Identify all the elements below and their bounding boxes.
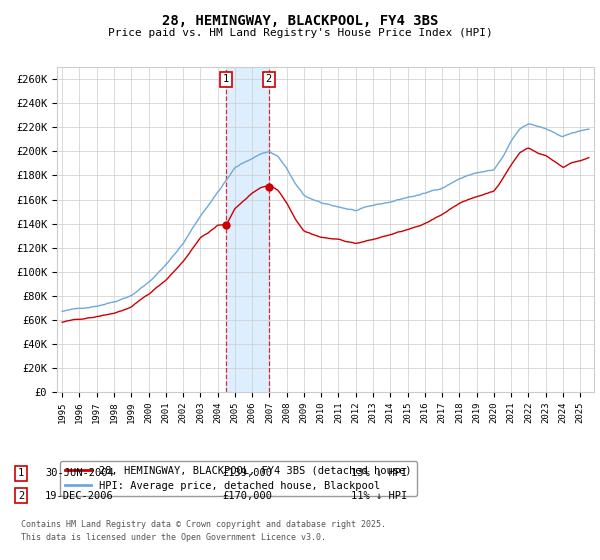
Text: 2: 2 <box>266 74 272 84</box>
Text: £170,000: £170,000 <box>222 491 272 501</box>
Text: This data is licensed under the Open Government Licence v3.0.: This data is licensed under the Open Gov… <box>21 533 326 542</box>
Text: 28, HEMINGWAY, BLACKPOOL, FY4 3BS: 28, HEMINGWAY, BLACKPOOL, FY4 3BS <box>162 14 438 28</box>
Text: 2: 2 <box>18 491 24 501</box>
Text: £139,000: £139,000 <box>222 468 272 478</box>
Text: 1: 1 <box>18 468 24 478</box>
Text: 13% ↓ HPI: 13% ↓ HPI <box>351 468 407 478</box>
Text: Contains HM Land Registry data © Crown copyright and database right 2025.: Contains HM Land Registry data © Crown c… <box>21 520 386 529</box>
Text: 11% ↓ HPI: 11% ↓ HPI <box>351 491 407 501</box>
Text: 30-JUN-2004: 30-JUN-2004 <box>45 468 114 478</box>
Text: 19-DEC-2006: 19-DEC-2006 <box>45 491 114 501</box>
Legend: 28, HEMINGWAY, BLACKPOOL, FY4 3BS (detached house), HPI: Average price, detached: 28, HEMINGWAY, BLACKPOOL, FY4 3BS (detac… <box>59 460 417 496</box>
Text: Price paid vs. HM Land Registry's House Price Index (HPI): Price paid vs. HM Land Registry's House … <box>107 28 493 38</box>
Bar <box>226 67 269 392</box>
Text: 1: 1 <box>223 74 229 84</box>
